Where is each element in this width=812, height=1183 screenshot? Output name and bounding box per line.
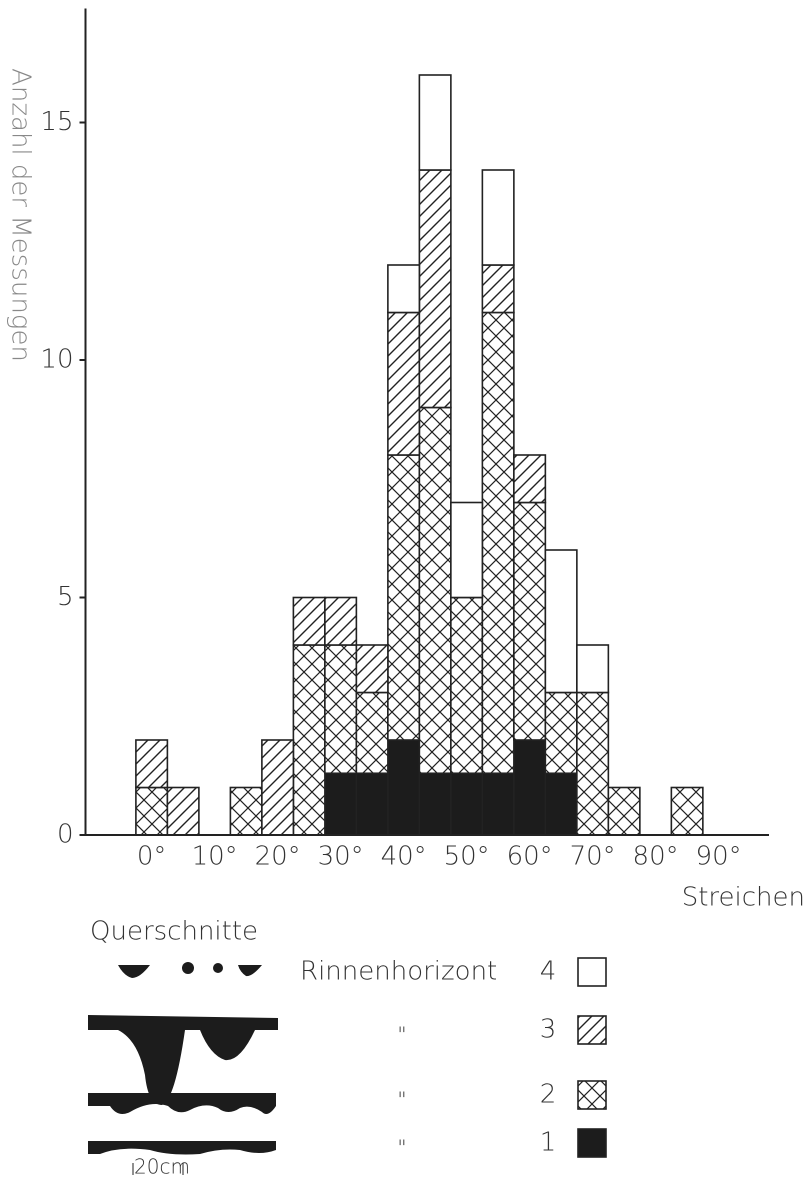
x-tick-label: 40°	[381, 842, 427, 872]
bar-segment	[671, 788, 702, 836]
bar-segment	[325, 645, 356, 773]
y-axis-label: Anzahl der Messungen	[6, 68, 36, 362]
chart: Anzahl der Messungen Streichen Querschni…	[0, 0, 812, 1183]
legend-swatch	[578, 958, 606, 986]
legend-title: Rinnenhorizont	[300, 957, 497, 987]
x-tick-label: 60°	[507, 842, 553, 872]
bar-segment	[136, 788, 167, 836]
bar-segment	[230, 788, 261, 836]
bar-segment	[482, 170, 513, 265]
bar-segment	[293, 598, 324, 646]
bar-segment	[262, 740, 293, 835]
x-tick-label: 30°	[318, 842, 364, 872]
legend-label: 1	[540, 1128, 557, 1158]
bar-segment	[514, 740, 545, 835]
x-tick-label: 20°	[255, 842, 301, 872]
x-tick-label: 90°	[696, 842, 742, 872]
bar-segment	[608, 788, 639, 836]
legend-label: 2	[540, 1080, 557, 1110]
bar-segment	[545, 550, 576, 693]
x-tick-label: 70°	[570, 842, 616, 872]
bar-segment	[577, 693, 608, 836]
bar-segment	[356, 773, 387, 835]
bar-segment	[577, 645, 608, 693]
bar-segment	[167, 788, 198, 836]
scale-label: 20cm	[134, 1155, 190, 1179]
bar-segment	[388, 740, 419, 835]
x-tick-label: 80°	[633, 842, 679, 872]
bar-segment	[388, 455, 419, 740]
bar-segment	[419, 773, 450, 835]
y-tick-label: 5	[57, 582, 74, 612]
y-tick-label: 0	[57, 820, 74, 850]
bar-segment	[419, 75, 450, 170]
bar-segment	[356, 693, 387, 774]
bar-segment	[388, 313, 419, 456]
legend-swatch	[578, 1129, 606, 1157]
bar-segment	[325, 773, 356, 835]
bar-segment	[545, 773, 576, 835]
cross-section-title: Querschnitte	[90, 917, 258, 947]
legend-swatch	[578, 1081, 606, 1109]
bar-segment	[136, 740, 167, 788]
legend-ditto: "	[397, 1136, 406, 1160]
x-axis-label: Streichen	[682, 883, 805, 913]
bar-segment	[514, 455, 545, 503]
x-tick-label: 0°	[137, 842, 167, 872]
y-tick-label: 15	[40, 107, 73, 137]
bar-segment	[451, 773, 482, 835]
bar-segment	[388, 265, 419, 313]
legend-ditto: "	[397, 1023, 406, 1047]
cross-sections	[88, 962, 278, 1175]
bar-segment	[451, 503, 482, 598]
bar-segment	[419, 170, 450, 408]
legend-swatch	[578, 1016, 606, 1044]
bar-segment	[356, 645, 387, 693]
legend-label: 3	[540, 1015, 557, 1045]
bar-segment	[514, 503, 545, 741]
x-tick-label: 10°	[192, 842, 238, 872]
x-tick-label: 50°	[444, 842, 490, 872]
bar-segment	[325, 598, 356, 646]
legend-label: 4	[540, 957, 557, 987]
bar-segment	[482, 313, 513, 774]
bar-segment	[545, 693, 576, 774]
y-tick-label: 10	[40, 345, 73, 375]
bar-segment	[419, 408, 450, 774]
bar-segment	[482, 265, 513, 313]
bar-segment	[293, 645, 324, 835]
legend-ditto: "	[397, 1088, 406, 1112]
bar-segment	[451, 598, 482, 774]
bar-segment	[482, 773, 513, 835]
